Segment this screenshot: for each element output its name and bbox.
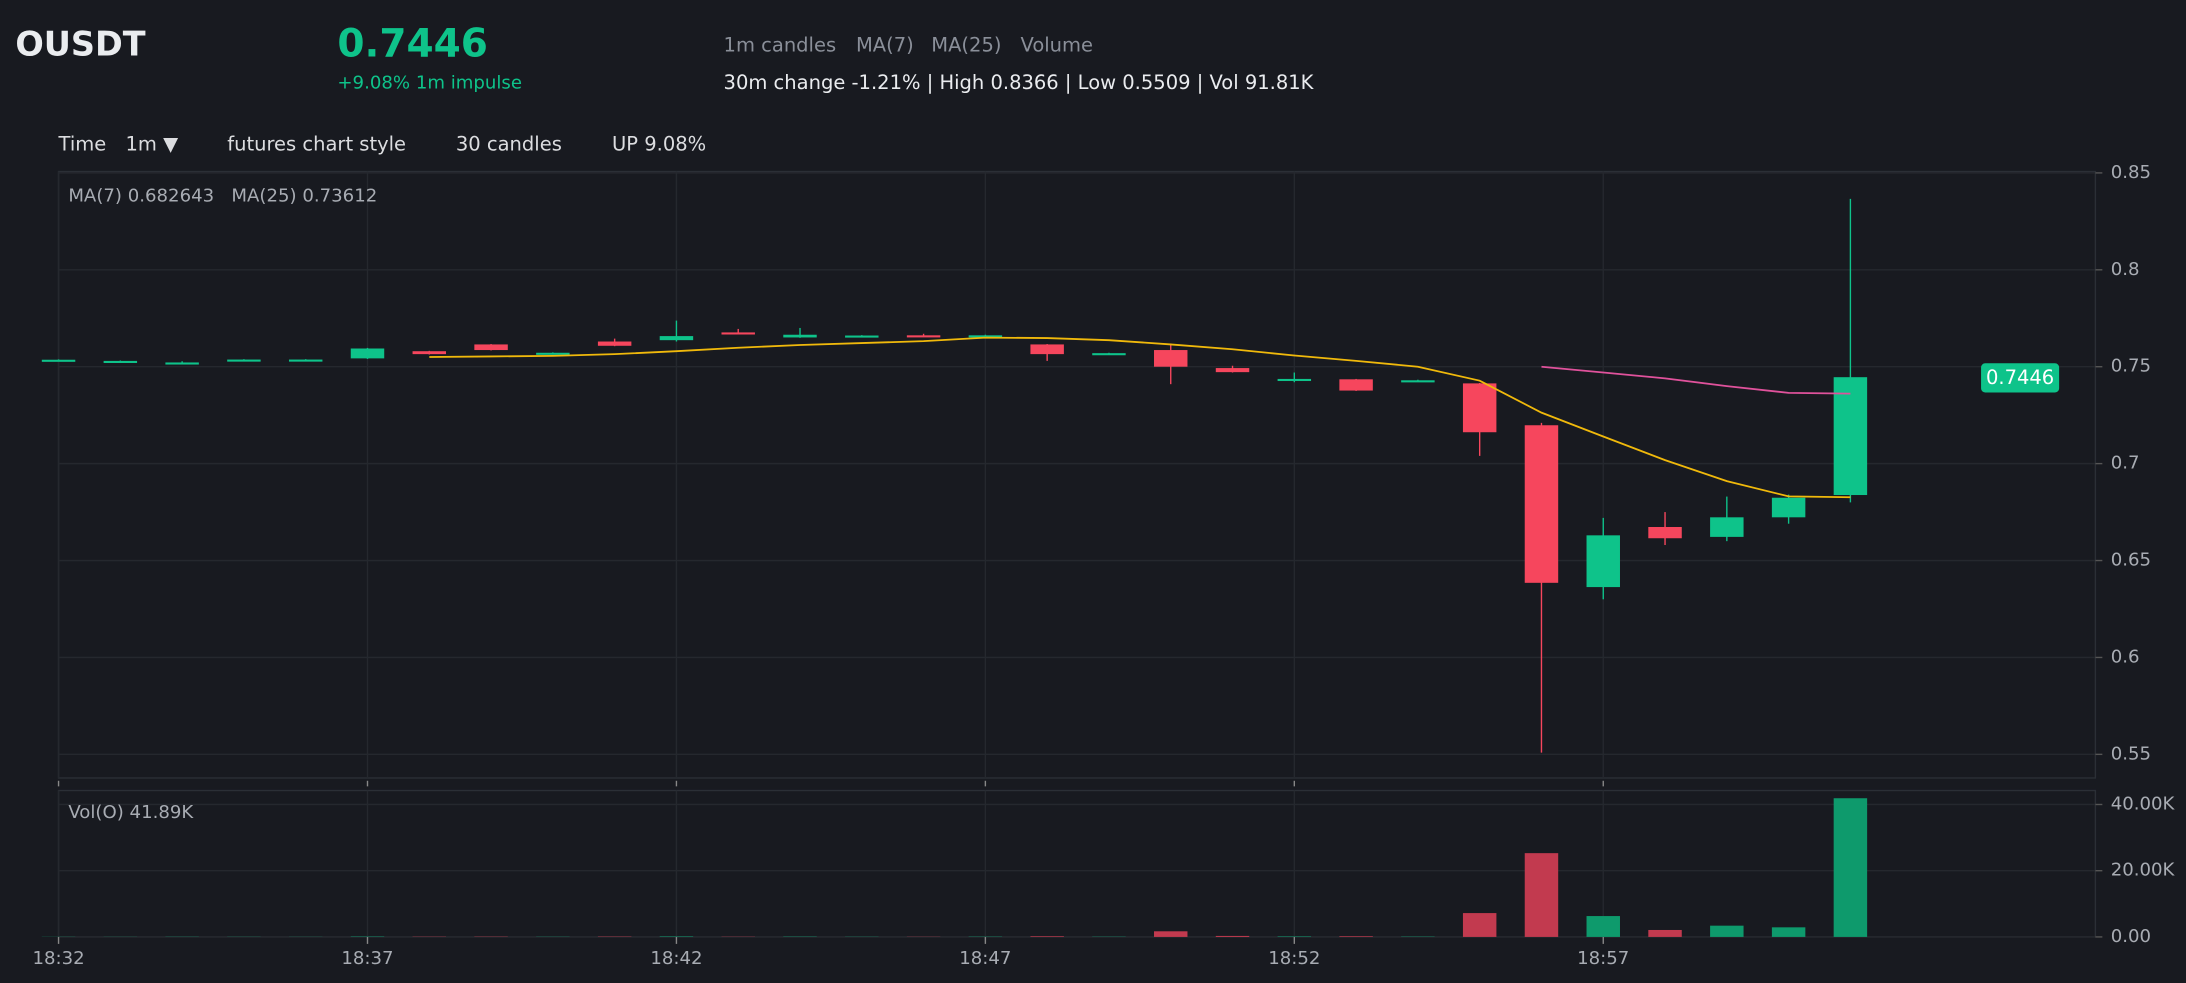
- symbol: OUSDT: [15, 25, 145, 64]
- candle-body: [1586, 535, 1620, 588]
- candle-body: [1648, 527, 1682, 539]
- candle-body: [659, 336, 694, 341]
- volume-bar: [1215, 935, 1250, 937]
- volume-bar: [1710, 925, 1744, 937]
- toolbar-item: 30 candles: [456, 133, 562, 156]
- volume-bar: [1771, 927, 1806, 937]
- volume-legend: Vol(O) 41.89K: [68, 802, 194, 823]
- y-tick-label: 0.65: [2111, 550, 2151, 571]
- candle-body: [1339, 379, 1373, 391]
- candle-body: [350, 348, 385, 359]
- last-price: 0.7446: [337, 22, 488, 67]
- stats: 30m change -1.21% | High 0.8366 | Low 0.…: [724, 71, 1315, 94]
- x-tick-label: 18:52: [1268, 948, 1320, 969]
- volume-bar: [1648, 929, 1682, 937]
- indicator: Volume: [1021, 34, 1094, 57]
- candle-body: [474, 344, 508, 351]
- volume-bar: [1339, 936, 1373, 937]
- candle-body: [1154, 350, 1188, 367]
- interval-select[interactable]: 1m ▼: [125, 133, 178, 156]
- indicator: MA(7): [856, 34, 914, 57]
- y-tick-label: 0.6: [2111, 646, 2140, 667]
- y-tick-label: 0.00: [2111, 926, 2151, 947]
- candle-body: [536, 352, 570, 355]
- candle-body: [1277, 378, 1312, 382]
- candle-body: [906, 335, 941, 338]
- candle-body: [1771, 497, 1806, 518]
- candle-body: [288, 359, 323, 362]
- candle-body: [227, 359, 261, 362]
- x-tick-label: 18:47: [959, 948, 1011, 969]
- price-tag-label: 0.7446: [1986, 366, 2054, 389]
- volume-bar: [1030, 936, 1064, 937]
- indicator: MA(25): [931, 34, 1001, 57]
- price-tag: [1981, 363, 2060, 393]
- candle-body: [1092, 353, 1126, 356]
- ma-legend: MA(7) 0.682643: [68, 186, 214, 207]
- toolbar-item: UP 9.08%: [612, 133, 706, 156]
- candle-body: [1833, 377, 1868, 496]
- ma-line: [1541, 365, 1851, 395]
- volume-bar: [1586, 916, 1620, 937]
- candle-body: [721, 332, 755, 335]
- volume-bar: [1524, 853, 1559, 937]
- indicator: 1m candles: [724, 34, 837, 57]
- candle-body: [597, 341, 632, 346]
- candle-body: [41, 359, 76, 362]
- y-tick-label: 0.7: [2111, 453, 2140, 474]
- ma-line: [429, 336, 1851, 499]
- toolbar-item: Time: [58, 133, 107, 156]
- volume-bar: [1462, 913, 1497, 937]
- y-tick-label: 20.00K: [2111, 860, 2176, 881]
- x-tick-label: 18:42: [650, 948, 702, 969]
- candle-body: [1401, 380, 1435, 383]
- candle-body: [103, 360, 138, 363]
- x-tick-label: 18:57: [1577, 948, 1629, 969]
- impulse: +9.08% 1m impulse: [337, 73, 522, 94]
- x-tick-label: 18:37: [341, 948, 393, 969]
- candle-body: [1030, 344, 1064, 355]
- toolbar-item[interactable]: futures chart style: [227, 133, 406, 156]
- y-tick-label: 40.00K: [2111, 793, 2176, 814]
- y-tick-label: 0.55: [2111, 743, 2151, 764]
- candle-body: [1462, 383, 1497, 433]
- y-tick-label: 0.75: [2111, 356, 2151, 377]
- candle-body: [783, 334, 817, 338]
- candle-body: [845, 335, 879, 338]
- candle-body: [968, 335, 1003, 338]
- volume-bar: [1154, 931, 1188, 937]
- candle-body: [1524, 425, 1559, 583]
- y-tick-label: 0.85: [2111, 162, 2151, 183]
- candle-body: [1710, 517, 1744, 537]
- y-tick-label: 0.8: [2111, 259, 2140, 280]
- volume-bar: [1833, 798, 1868, 937]
- x-tick-label: 18:32: [32, 948, 84, 969]
- candle-body: [1215, 368, 1250, 373]
- ma-legend: MA(25) 0.73612: [231, 186, 377, 207]
- candle-body: [412, 351, 447, 355]
- candle-body: [165, 362, 199, 365]
